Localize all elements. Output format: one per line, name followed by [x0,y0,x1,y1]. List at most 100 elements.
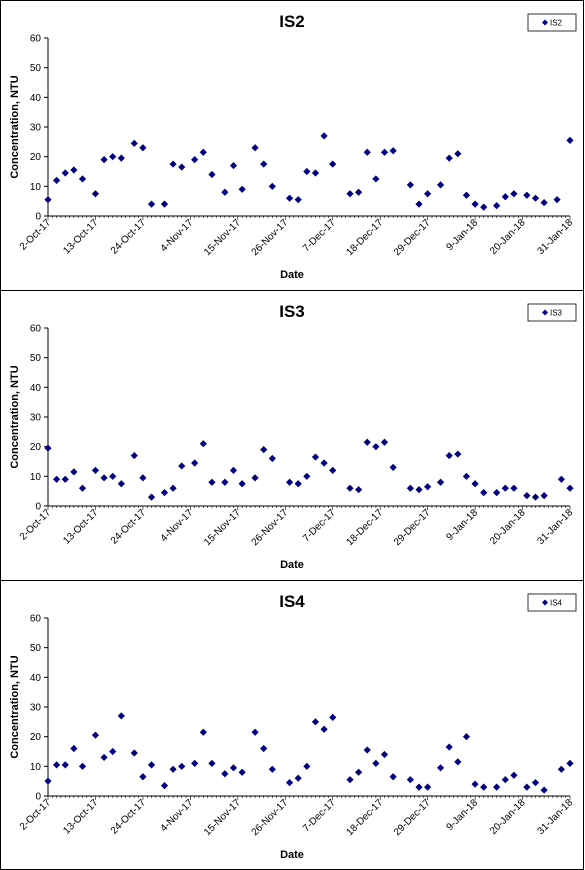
data-point [389,773,397,781]
data-point [454,450,462,458]
data-point [229,764,238,772]
data-point [523,191,531,199]
data-point [53,761,61,769]
data-point [406,776,414,784]
data-point [229,161,238,170]
data-point [78,175,87,183]
y-tick-label: 50 [30,353,42,364]
data-point [139,773,147,781]
y-tick-label: 0 [35,502,41,513]
x-tick-label: 18-Dec-17 [345,797,386,838]
data-point [303,472,311,480]
legend-box [527,13,577,32]
data-point [531,493,540,501]
legend-box [527,593,577,612]
legend: IS2 [527,13,577,32]
x-tick-label: 18-Dec-17 [345,507,386,548]
data-point [109,747,117,756]
data-point [100,753,108,762]
data-point [294,196,302,204]
data-point [540,786,548,794]
data-point [260,446,268,454]
data-point [139,474,147,482]
y-tick-label: 0 [35,212,41,223]
y-tick-label: 30 [30,123,42,134]
data-point [355,486,363,494]
data-point [229,466,238,474]
data-point [380,750,389,759]
data-point [221,478,229,486]
data-point [445,154,453,162]
legend-label: IS2 [550,19,563,28]
y-tick-label: 20 [30,732,42,743]
x-tick-label: 7-Dec-17 [301,797,338,834]
x-axis-label: Date [280,559,304,571]
y-tick-label: 40 [30,93,42,104]
x-tick-label: 18-Dec-17 [345,217,386,258]
data-point [436,764,445,772]
x-tick-label: 26-Nov-17 [250,507,291,548]
data-point [109,472,117,480]
data-point [462,733,471,741]
data-point [372,443,380,451]
legend-marker [542,599,548,606]
data-point [424,190,432,198]
data-point [311,718,320,726]
data-point [53,475,61,483]
chart-panel-3: IS4 0 10 20 30 40 50 60 2-Oct-17 13-Oct-17 24-Oct-… [0,580,584,870]
x-tick-label: 31-Jan-18 [536,217,576,257]
data-point [445,451,453,460]
data-point [199,148,207,156]
data-point [303,167,311,176]
data-point [566,759,574,767]
data-point [191,156,199,164]
x-axis-label: Date [280,269,304,281]
data-point [53,176,61,184]
data-point [160,200,169,208]
data-point [61,761,69,769]
x-tick-label: 26-Nov-17 [250,217,291,258]
data-point [70,744,78,753]
data-point [268,454,276,463]
data-point [523,783,531,791]
data-point [320,459,328,467]
data-point [44,444,52,452]
y-axis-label: Concentration, NTU [9,75,21,178]
y-tick-label: 40 [30,383,42,394]
data-point [147,761,156,769]
data-point [130,451,138,460]
data-point [389,463,397,472]
data-point [510,484,518,492]
data-point [424,483,432,491]
legend-marker [542,19,548,26]
data-point [436,181,445,189]
y-tick-label: 0 [35,792,41,803]
x-tick-label: 24-Oct-17 [109,797,149,837]
data-point [329,713,337,721]
data-point [462,191,471,199]
x-tick-label: 13-Oct-17 [61,797,101,837]
x-tick-label: 15-Nov-17 [202,507,243,548]
data-point [523,492,531,500]
data-point [100,156,108,164]
x-tick-label: 29-Dec-17 [392,797,433,838]
x-tick-label: 4-Nov-17 [159,797,196,834]
data-point [471,480,479,488]
data-point [260,744,268,753]
data-point [91,731,100,739]
data-point [169,484,177,492]
x-tick-label: 26-Nov-17 [250,797,291,838]
data-point [199,728,207,736]
x-tick-label: 15-Nov-17 [202,797,243,838]
data-point [208,759,216,767]
data-point [346,484,354,492]
data-point [320,725,328,733]
data-point [208,478,216,486]
x-tick-label: 9-Jan-18 [445,507,481,543]
data-point [191,759,199,767]
data-point [294,774,302,782]
x-tick-label: 15-Nov-17 [202,217,243,258]
legend: IS3 [527,303,577,322]
data-point [109,153,117,161]
